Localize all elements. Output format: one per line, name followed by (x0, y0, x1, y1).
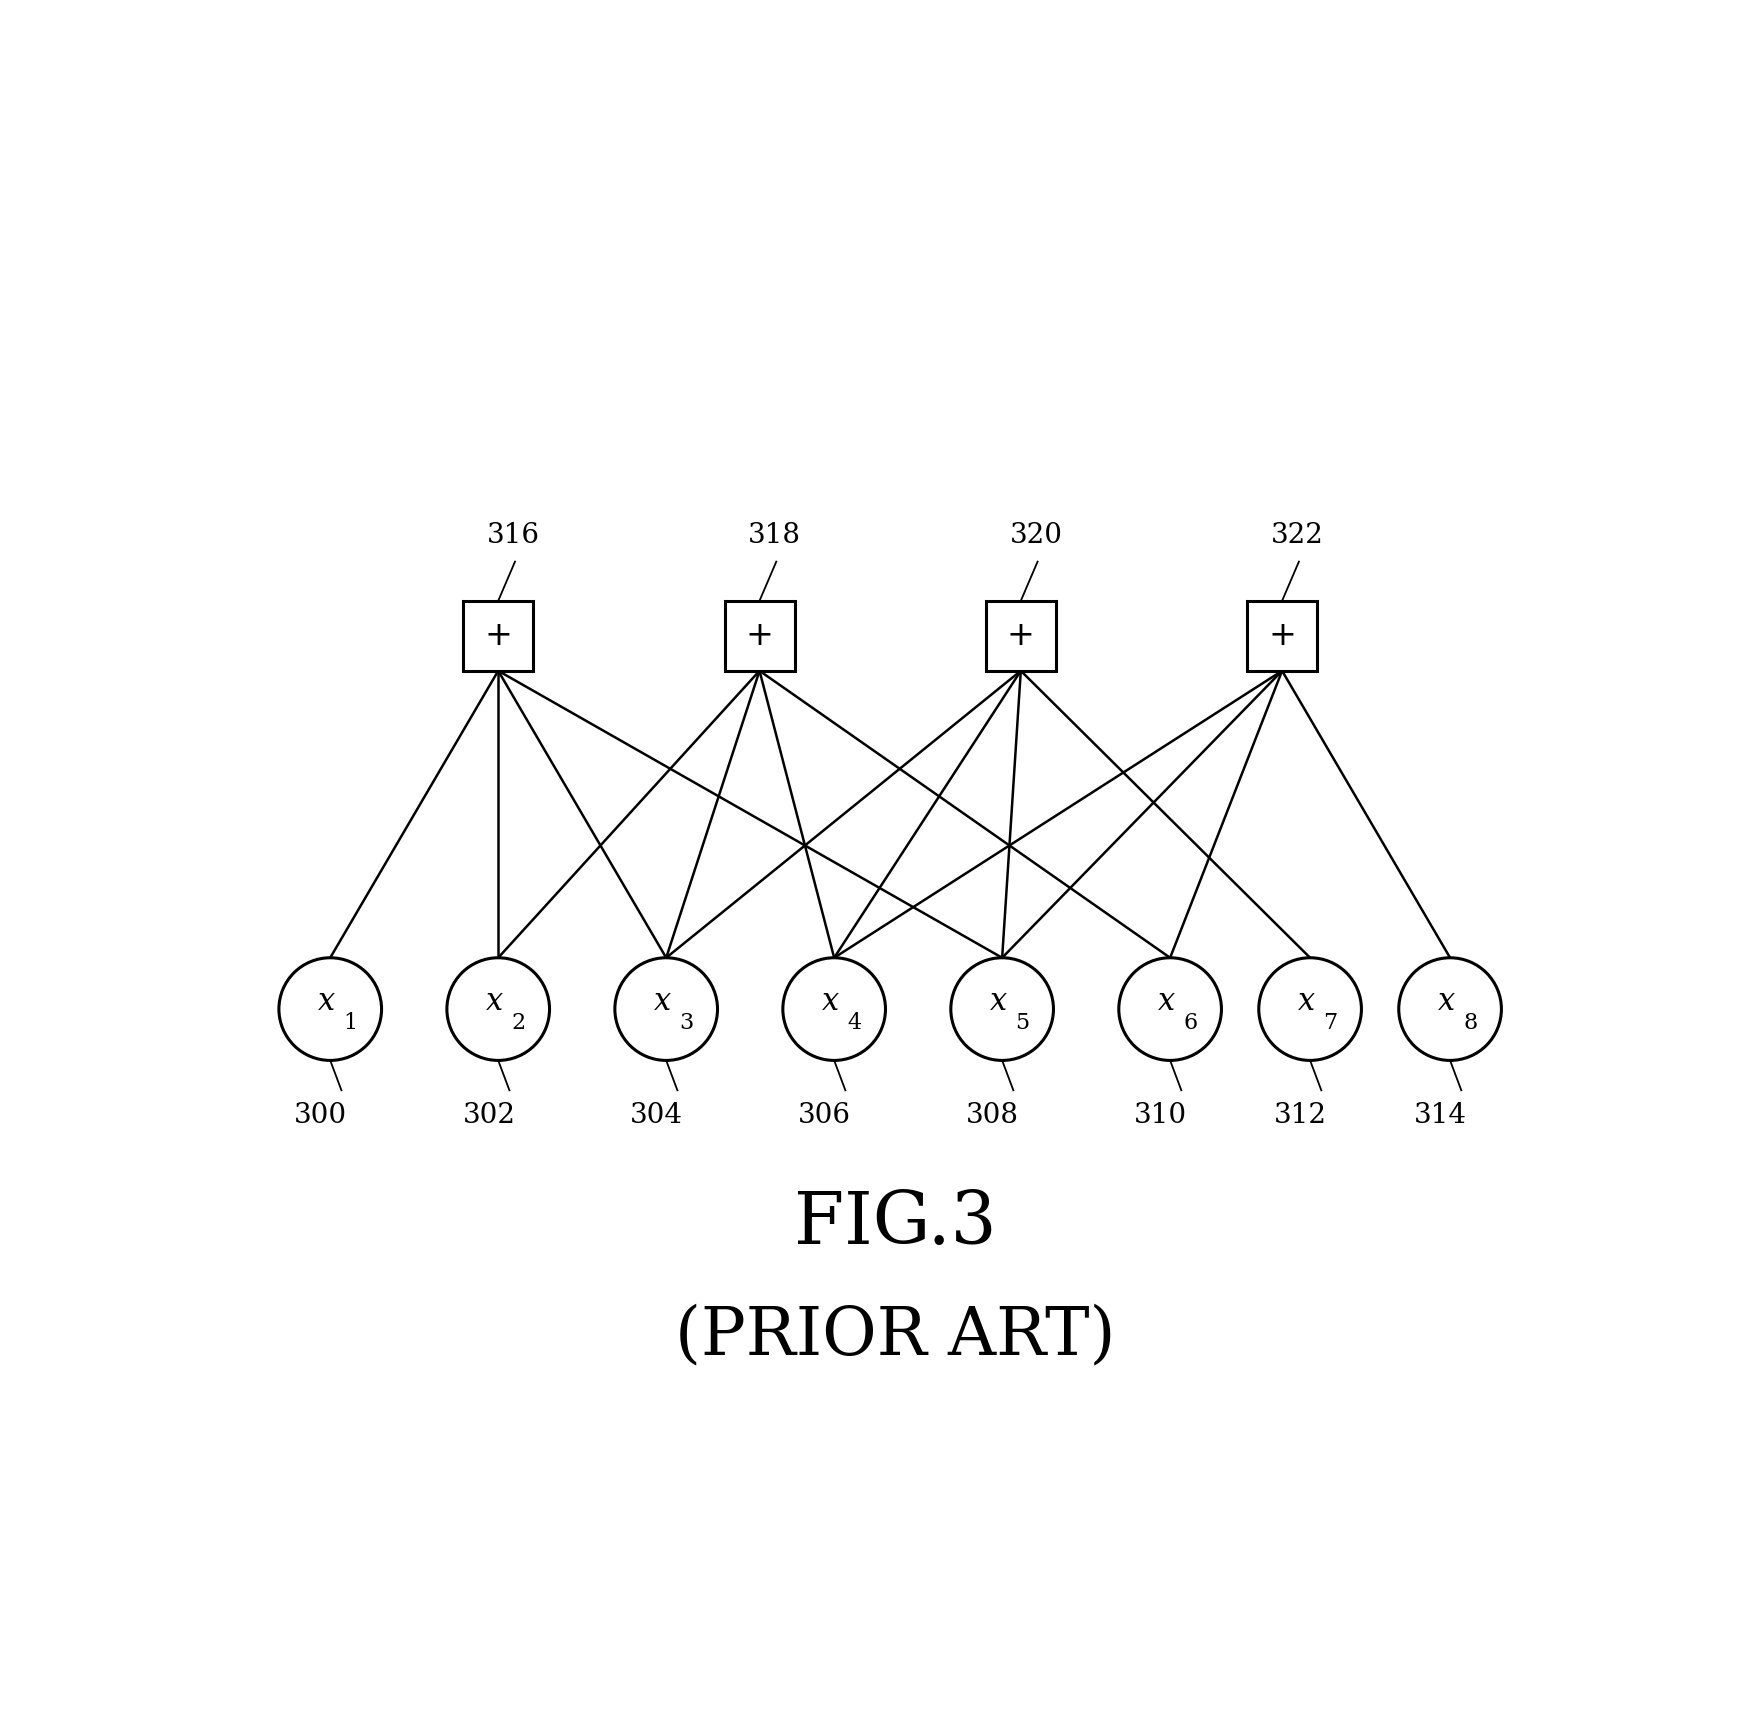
Circle shape (782, 959, 885, 1060)
Text: 300: 300 (295, 1103, 347, 1129)
Text: +: + (746, 620, 773, 652)
Text: 306: 306 (798, 1103, 852, 1129)
Circle shape (1399, 959, 1502, 1060)
Text: 318: 318 (749, 523, 801, 549)
Text: 314: 314 (1414, 1103, 1467, 1129)
Text: x: x (1437, 986, 1454, 1017)
Text: +: + (484, 620, 512, 652)
Circle shape (279, 959, 382, 1060)
Text: 320: 320 (1009, 523, 1063, 549)
Text: +: + (1268, 620, 1296, 652)
FancyBboxPatch shape (463, 601, 533, 671)
Text: 2: 2 (512, 1012, 526, 1034)
Text: 6: 6 (1184, 1012, 1198, 1034)
Text: 312: 312 (1275, 1103, 1327, 1129)
Text: x: x (1158, 986, 1175, 1017)
Text: 5: 5 (1016, 1012, 1030, 1034)
FancyBboxPatch shape (725, 601, 794, 671)
Circle shape (615, 959, 718, 1060)
Circle shape (952, 959, 1053, 1060)
Text: 3: 3 (679, 1012, 693, 1034)
Text: x: x (485, 986, 503, 1017)
Circle shape (447, 959, 550, 1060)
Text: x: x (318, 986, 335, 1017)
Text: 316: 316 (487, 523, 540, 549)
Text: x: x (653, 986, 670, 1017)
Text: x: x (822, 986, 840, 1017)
Text: x: x (990, 986, 1007, 1017)
Circle shape (1259, 959, 1362, 1060)
Text: 310: 310 (1135, 1103, 1187, 1129)
Text: x: x (1297, 986, 1315, 1017)
Text: 8: 8 (1463, 1012, 1477, 1034)
Text: 1: 1 (344, 1012, 358, 1034)
Text: 308: 308 (966, 1103, 1020, 1129)
FancyBboxPatch shape (1247, 601, 1316, 671)
Circle shape (1119, 959, 1222, 1060)
Text: 322: 322 (1271, 523, 1323, 549)
Text: 304: 304 (630, 1103, 683, 1129)
Text: (PRIOR ART): (PRIOR ART) (674, 1303, 1116, 1368)
FancyBboxPatch shape (986, 601, 1056, 671)
Text: +: + (1007, 620, 1035, 652)
Text: FIG.3: FIG.3 (793, 1189, 997, 1260)
Text: 4: 4 (847, 1012, 863, 1034)
Text: 302: 302 (463, 1103, 515, 1129)
Text: 7: 7 (1323, 1012, 1337, 1034)
